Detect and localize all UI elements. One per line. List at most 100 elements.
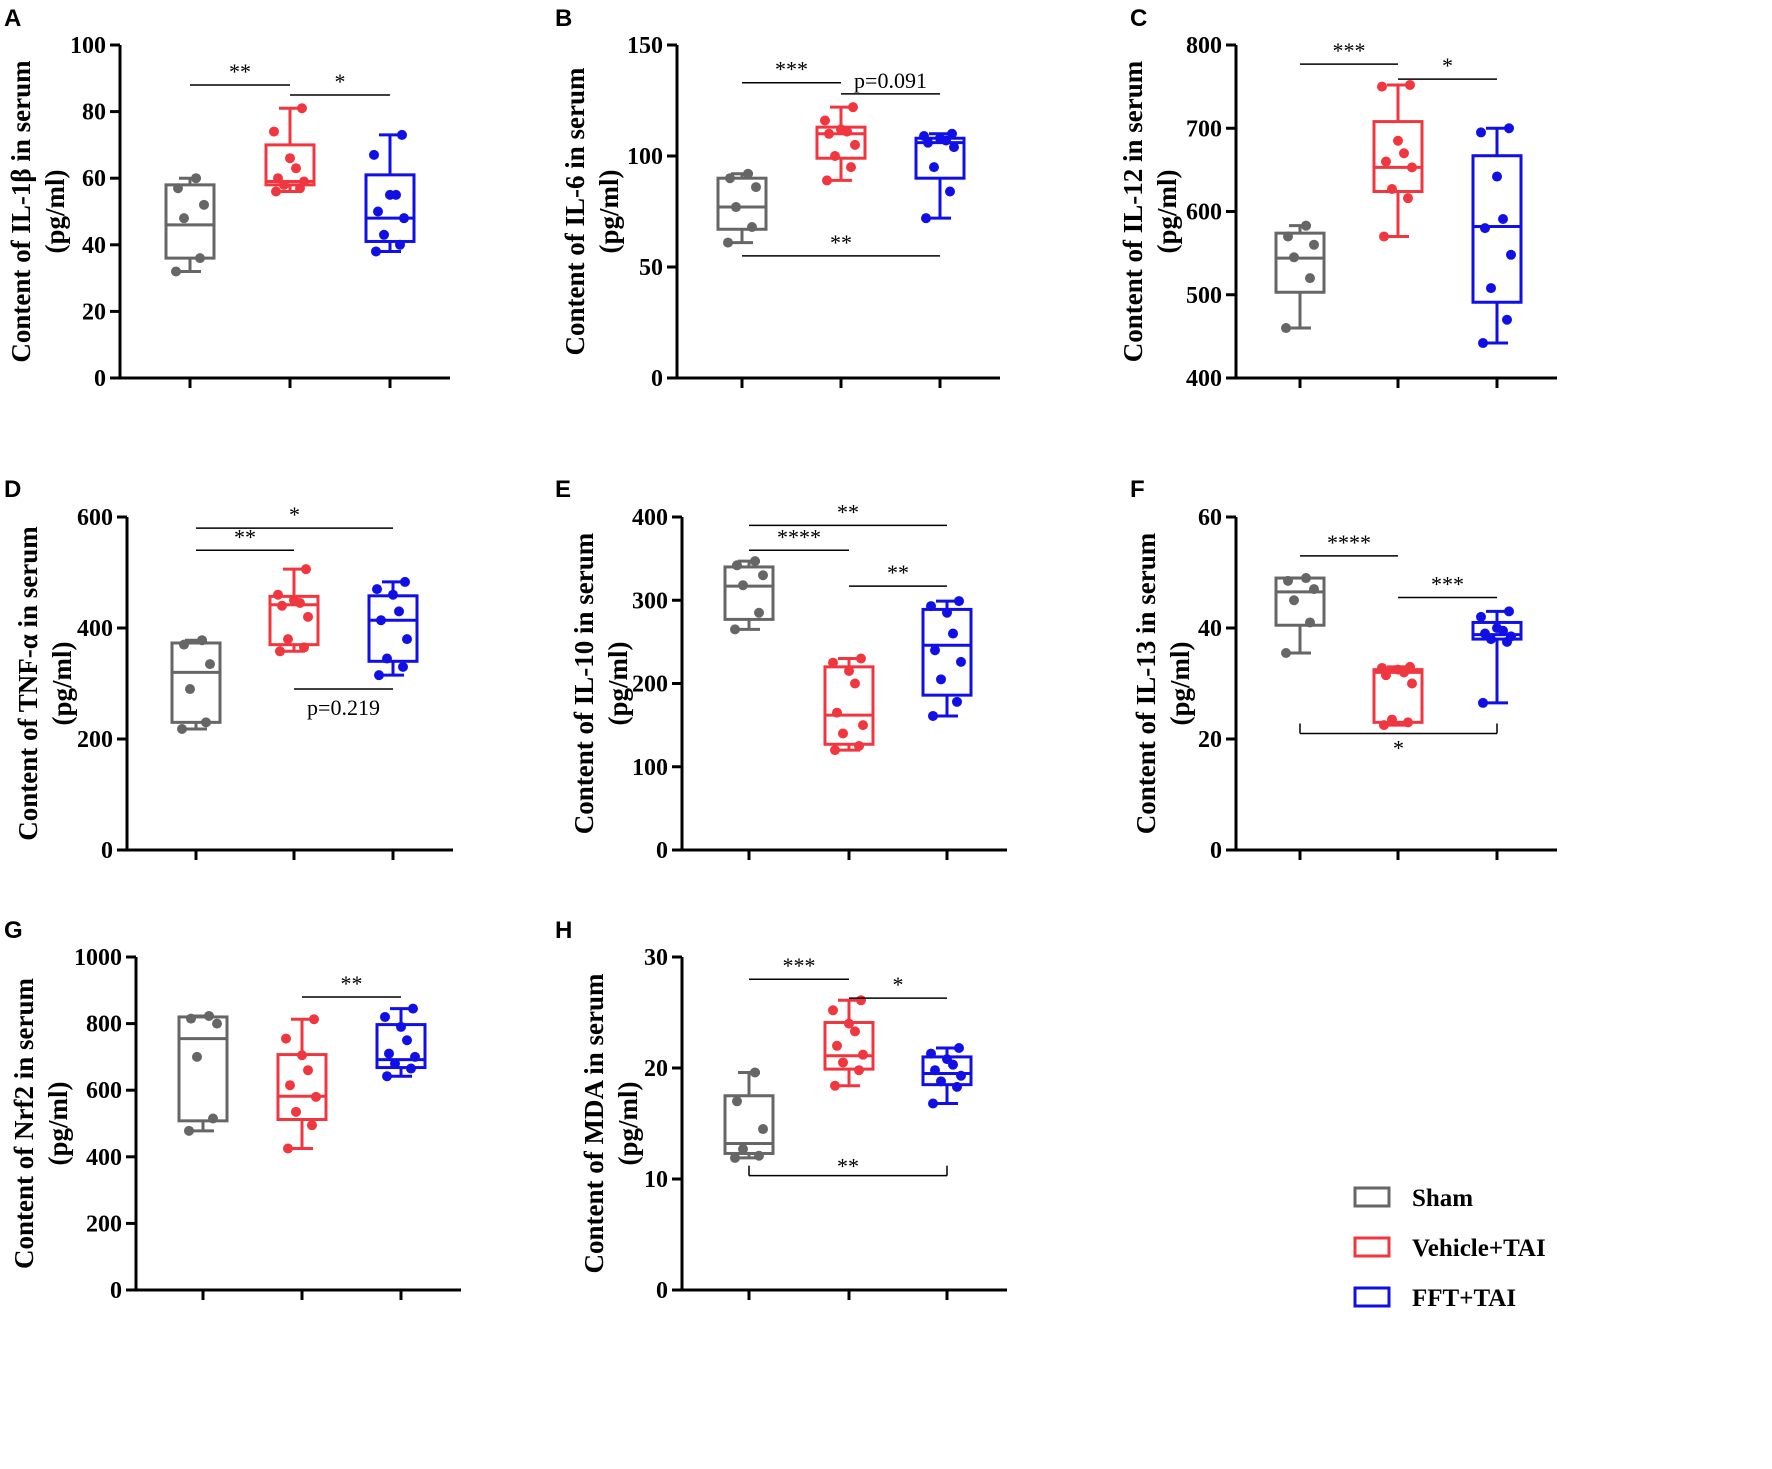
y-axis-label-unit: (pg/ml): [47, 642, 77, 726]
box-sham: [1274, 220, 1326, 334]
y-tick-label: 300: [632, 588, 668, 614]
data-point: [192, 1051, 202, 1062]
y-axis-label-title: Content of TNF-α in serum: [13, 526, 43, 841]
significance-label: ***: [1431, 571, 1464, 596]
y-axis-label-unit: (pg/ml): [43, 1082, 73, 1166]
data-point: [373, 206, 383, 217]
y-tick-label: 600: [1186, 200, 1222, 226]
data-point: [1381, 156, 1391, 167]
data-point: [820, 115, 830, 126]
significance-1-2: *: [290, 69, 390, 96]
data-point: [1486, 283, 1496, 294]
y-tick-label: 1000: [74, 945, 122, 971]
y-axis-label-title: Content of IL-6 in serum: [560, 67, 590, 356]
significance-label: **: [234, 524, 256, 549]
significance-label: **: [837, 1154, 859, 1179]
data-point: [738, 580, 748, 591]
y-tick-label: 20: [644, 1056, 668, 1082]
data-point: [1504, 123, 1514, 134]
data-point: [844, 666, 854, 677]
box-fft-tai: [367, 576, 419, 681]
data-point: [1506, 249, 1516, 260]
y-tick-label: 400: [77, 616, 113, 642]
data-point: [410, 1051, 420, 1062]
data-point: [1309, 239, 1319, 250]
data-point: [858, 720, 868, 731]
data-point: [299, 642, 309, 653]
significance-0-2: **: [742, 230, 940, 257]
data-point: [848, 102, 858, 113]
legend-swatch-vehicle-tai: [1353, 1236, 1391, 1258]
box-sham: [723, 556, 775, 635]
data-point: [184, 1125, 194, 1136]
data-point: [846, 162, 856, 173]
data-point: [406, 1063, 416, 1074]
y-tick-label: 400: [632, 505, 668, 531]
significance-label: ****: [777, 524, 821, 549]
data-point: [942, 1054, 952, 1065]
box-fft-tai: [1471, 123, 1523, 349]
box-sham: [177, 1010, 229, 1136]
y-tick-label: 100: [632, 755, 668, 781]
data-point: [830, 1080, 840, 1091]
significance-1-2: p=0.219: [294, 688, 393, 720]
significance-0-2: **: [748, 1154, 948, 1179]
data-point: [936, 674, 946, 685]
y-axis-label: Content of IL-1β in serum (pg/ml): [6, 60, 70, 363]
box-fft-tai: [921, 596, 973, 721]
data-point: [928, 1098, 938, 1109]
data-point: [844, 1018, 854, 1029]
y-tick-label: 60: [1198, 505, 1222, 531]
legend-label-vehicle-tai: Vehicle+TAI: [1412, 1235, 1546, 1262]
data-point: [179, 639, 189, 650]
data-point: [1393, 664, 1403, 675]
significance-0-1: ***: [742, 57, 841, 84]
y-tick-label: 700: [1186, 116, 1222, 142]
data-point: [204, 1010, 214, 1021]
data-point: [1399, 148, 1409, 159]
data-point: [935, 133, 945, 144]
data-point: [854, 1065, 864, 1076]
data-point: [942, 607, 952, 618]
data-point: [954, 596, 964, 607]
y-axis-label: Content of IL-12 in serum (pg/ml): [1118, 60, 1182, 362]
y-axis-label-title: Content of Nrf2 in serum: [9, 978, 39, 1269]
data-point: [201, 717, 211, 728]
data-point: [186, 1013, 196, 1024]
panel-letter: F: [1130, 476, 1145, 503]
panel-letter: H: [555, 917, 572, 944]
data-point: [380, 1011, 390, 1022]
data-point: [396, 1021, 406, 1032]
legend-item-fft-tai: FFT+TAI: [1353, 1285, 1516, 1312]
data-point: [856, 653, 866, 664]
box-iqr: [1372, 120, 1424, 194]
data-point: [1305, 273, 1315, 284]
data-point: [723, 237, 733, 248]
significance-label: ***: [783, 953, 816, 978]
panel-letter: B: [555, 5, 572, 32]
data-point: [1407, 678, 1417, 689]
y-axis-label: Content of MDA in serum (pg/ml): [579, 973, 643, 1273]
y-axis-label-unit: (pg/ml): [594, 170, 624, 254]
significance-0-2: *: [1299, 723, 1498, 760]
data-point: [1498, 213, 1508, 224]
data-point: [945, 186, 955, 197]
data-point: [285, 153, 295, 164]
data-point: [822, 175, 832, 186]
data-point: [1289, 595, 1299, 606]
y-tick-label: 600: [86, 1078, 122, 1104]
data-point: [1405, 661, 1415, 672]
data-point: [374, 670, 384, 681]
data-point: [838, 728, 848, 739]
box-fft-tai: [375, 1003, 427, 1082]
data-point: [382, 1071, 392, 1082]
significance-0-2: *: [196, 502, 393, 529]
significance-0-1: **: [196, 524, 294, 552]
y-tick-label: 0: [651, 366, 663, 392]
y-axis-label-title: Content of IL-10 in serum: [569, 532, 599, 834]
data-point: [179, 213, 189, 224]
data-point: [309, 1014, 319, 1025]
box-vehicle-tai: [268, 564, 320, 657]
